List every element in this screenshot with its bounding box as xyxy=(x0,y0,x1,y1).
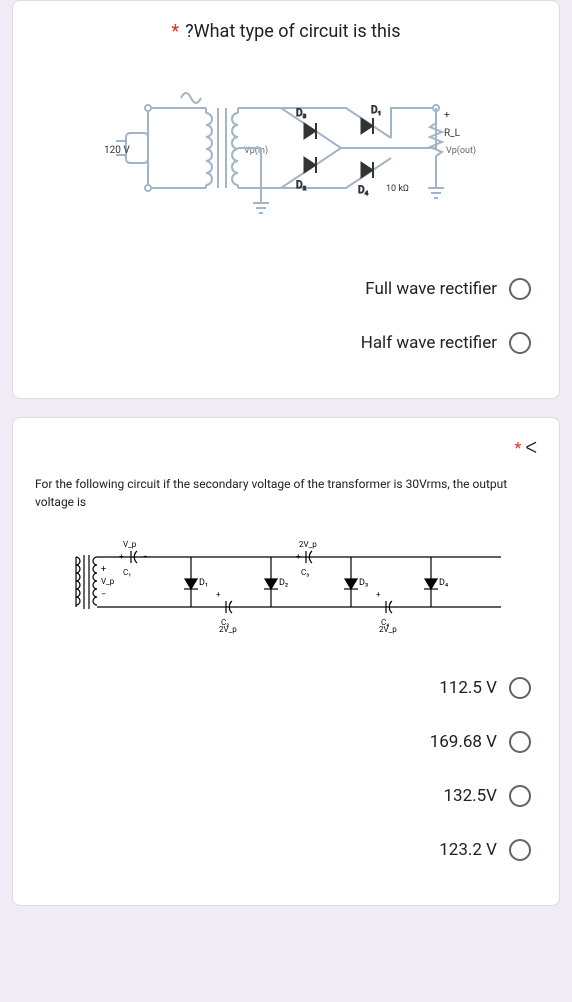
radio-icon xyxy=(509,677,531,699)
option-half-wave[interactable]: Half wave rectifier xyxy=(35,316,537,370)
radio-icon xyxy=(509,278,531,300)
radio-icon xyxy=(509,731,531,753)
radio-icon xyxy=(509,839,531,861)
svg-text:C₃: C₃ xyxy=(301,568,309,577)
svg-text:D₃: D₃ xyxy=(296,108,307,119)
question-title: ?What type of circuit is this xyxy=(185,21,400,42)
svg-text:+: + xyxy=(376,590,381,599)
option-132-5[interactable]: 132.5V xyxy=(35,769,537,823)
svg-text:+: + xyxy=(444,110,450,121)
option-label: 123.2 V xyxy=(439,840,497,860)
svg-text:−: − xyxy=(143,552,148,561)
option-169-68[interactable]: 169.68 V xyxy=(35,715,537,769)
svg-text:+: + xyxy=(101,565,106,575)
option-label: 112.5 V xyxy=(439,678,497,698)
svg-text:2V_p: 2V_p xyxy=(219,625,237,634)
option-label: Full wave rectifier xyxy=(365,279,497,299)
svg-text:D₂: D₂ xyxy=(296,180,307,191)
question-text: For the following circuit if the seconda… xyxy=(35,475,537,511)
svg-text:D₃: D₃ xyxy=(359,578,368,588)
svg-text:C₁: C₁ xyxy=(123,568,131,577)
svg-text:+: + xyxy=(216,590,221,599)
option-full-wave[interactable]: Full wave rectifier xyxy=(35,262,537,316)
option-123-2[interactable]: 123.2 V xyxy=(35,823,537,877)
svg-text:D₄: D₄ xyxy=(358,185,369,196)
required-asterisk: * xyxy=(514,438,521,457)
required-asterisk: * xyxy=(171,21,179,42)
question-card-2: * ᐸ For the following circuit if the sec… xyxy=(12,417,560,906)
svg-text:2V_p: 2V_p xyxy=(299,540,317,549)
svg-text:D₄: D₄ xyxy=(439,578,449,588)
options-list: 112.5 V 169.68 V 132.5V 123.2 V xyxy=(35,661,537,877)
options-list: Full wave rectifier Half wave rectifier xyxy=(35,262,537,370)
source-label: 120 V xyxy=(104,145,130,156)
svg-text:2V_p: 2V_p xyxy=(379,625,397,634)
svg-text:V_p: V_p xyxy=(123,540,137,549)
question-title-suffix: ᐸ xyxy=(525,438,537,457)
circuit-diagram-1: 120 V xyxy=(35,58,537,238)
svg-text:D₁: D₁ xyxy=(199,578,208,588)
option-label: 132.5V xyxy=(443,786,497,806)
vin-label: Vp(in) xyxy=(244,145,268,156)
question-header: * ?What type of circuit is this xyxy=(35,21,537,42)
svg-text:+: + xyxy=(119,552,124,561)
question-card-1: * ?What type of circuit is this 120 V xyxy=(12,0,560,399)
radio-icon xyxy=(509,785,531,807)
option-label: Half wave rectifier xyxy=(361,333,497,353)
svg-text:+: + xyxy=(296,552,301,561)
svg-text:10 kΩ: 10 kΩ xyxy=(386,184,409,194)
circuit-diagram-2: + − V_p V_p C₁ + − D₁ C xyxy=(35,527,537,637)
radio-icon xyxy=(509,332,531,354)
svg-text:−: − xyxy=(101,590,106,600)
svg-text:D₂: D₂ xyxy=(279,578,288,588)
svg-text:V_p: V_p xyxy=(101,577,115,586)
svg-text:D₁: D₁ xyxy=(371,105,381,116)
svg-text:Vp(out): Vp(out) xyxy=(446,145,476,156)
option-112-5[interactable]: 112.5 V xyxy=(35,661,537,715)
question-header: * ᐸ xyxy=(35,438,537,457)
svg-text:R_L: R_L xyxy=(444,128,461,139)
option-label: 169.68 V xyxy=(430,732,497,752)
